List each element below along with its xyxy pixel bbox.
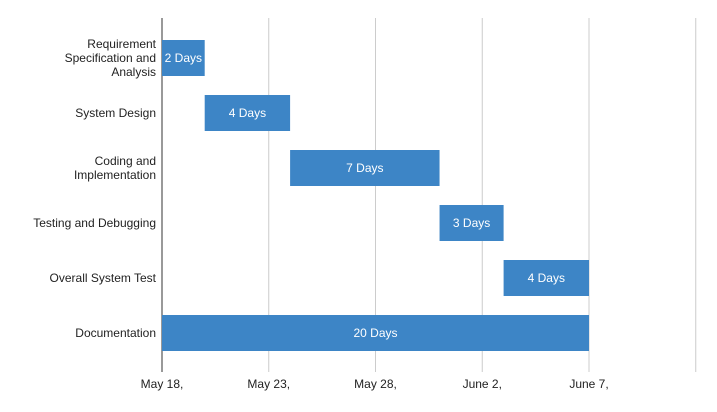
task-name-label: Testing and Debugging (33, 216, 156, 230)
task-bar (290, 150, 440, 186)
task-name-label: System Design (75, 106, 156, 120)
x-tick-label: May 18, (141, 377, 184, 391)
x-tick-label: June 7, (569, 377, 608, 391)
x-tick-label: June 2, (463, 377, 502, 391)
bar-duration-label: 7 Days (346, 161, 383, 175)
task-bar (503, 260, 589, 296)
bar-duration-label: 2 Days (165, 51, 202, 65)
task-bar (439, 205, 504, 241)
task-name-label: Documentation (75, 326, 156, 340)
task-name-label: Coding and Implementation (74, 154, 156, 182)
x-tick-label: May 23, (247, 377, 290, 391)
bar-duration-label: 20 Days (353, 326, 397, 340)
x-axis-labels: May 18, May 23, May 28, June 2, June 7, (141, 377, 609, 391)
task-bar (204, 95, 291, 131)
bar-duration-label: 3 Days (453, 216, 490, 230)
bar-duration-label: 4 Days (229, 106, 266, 120)
grid-lines (161, 18, 697, 372)
task-name-label: Overall System Test (50, 271, 157, 285)
bar-duration-label: 4 Days (528, 271, 565, 285)
task-labels: Requirement Specification and Analysis Syst… (33, 37, 156, 340)
x-tick-label: May 28, (354, 377, 397, 391)
task-bar (162, 40, 205, 76)
task-name-label: Requirement Specification and Analysis (65, 37, 157, 79)
task-bar (162, 315, 589, 351)
task-bars: 2 Days 4 Days 7 Days 3 Days 4 Days 20 Days (162, 40, 589, 351)
